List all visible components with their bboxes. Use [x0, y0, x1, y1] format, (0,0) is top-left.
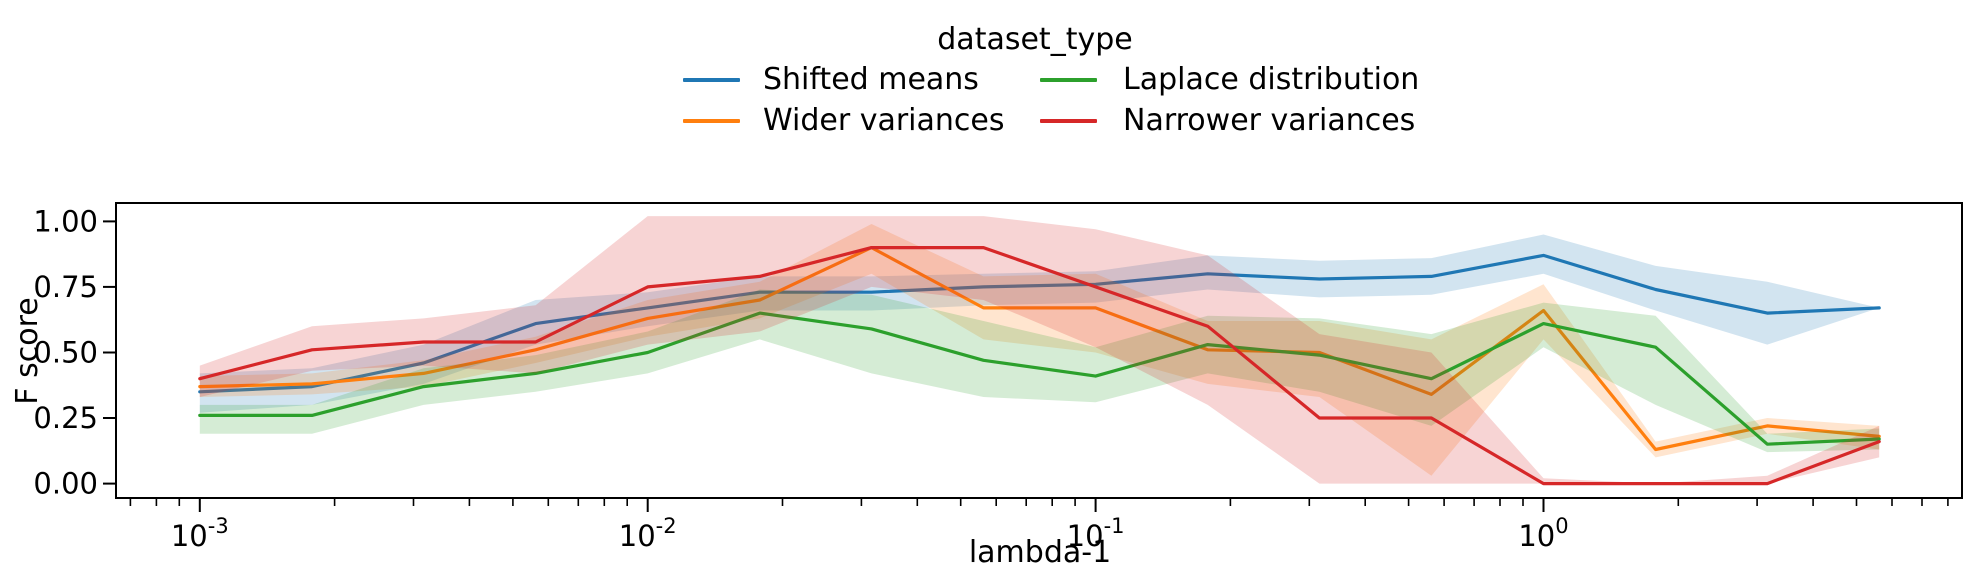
- x-tick-label: 10-3: [171, 514, 229, 553]
- legend-label-narrower-variances: Narrower variances: [1123, 103, 1416, 138]
- legend-swatch-laplace-distribution: [1040, 78, 1097, 82]
- y-tick-label: 0.00: [33, 467, 98, 501]
- legend-swatch-shifted-means: [683, 78, 740, 82]
- confidence-band-narrower-variances: [199, 216, 1880, 484]
- x-tick-label: 10-1: [1067, 514, 1125, 553]
- legend-swatch-wider-variances: [683, 119, 740, 123]
- legend-title: dataset_type: [937, 22, 1133, 57]
- confidence-band-wider-variances: [199, 224, 1880, 476]
- y-tick-label: 0.75: [33, 270, 98, 304]
- x-tick-label: 100: [1518, 514, 1568, 553]
- series-line-laplace-distribution: [198, 311, 1881, 446]
- y-axis-label: F score: [10, 297, 45, 405]
- confidence-band-shifted-means: [199, 234, 1880, 413]
- legend-label-shifted-means: Shifted means: [763, 62, 979, 97]
- series-line-wider-variances: [198, 246, 1881, 452]
- x-axis-label: lambda-1: [968, 535, 1112, 570]
- y-tick-label: 1.00: [33, 204, 98, 238]
- legend-label-laplace-distribution: Laplace distribution: [1123, 62, 1420, 97]
- series-line-narrower-variances: [198, 246, 1881, 486]
- axes-spines: [115, 202, 1963, 499]
- x-tick-label: 10-2: [619, 514, 677, 553]
- y-tick-label: 0.25: [33, 401, 98, 435]
- legend-swatch-narrower-variances: [1040, 119, 1097, 123]
- confidence-band-laplace-distribution: [199, 289, 1880, 453]
- y-tick-label: 0.50: [33, 336, 98, 370]
- legend-label-wider-variances: Wider variances: [763, 103, 1005, 138]
